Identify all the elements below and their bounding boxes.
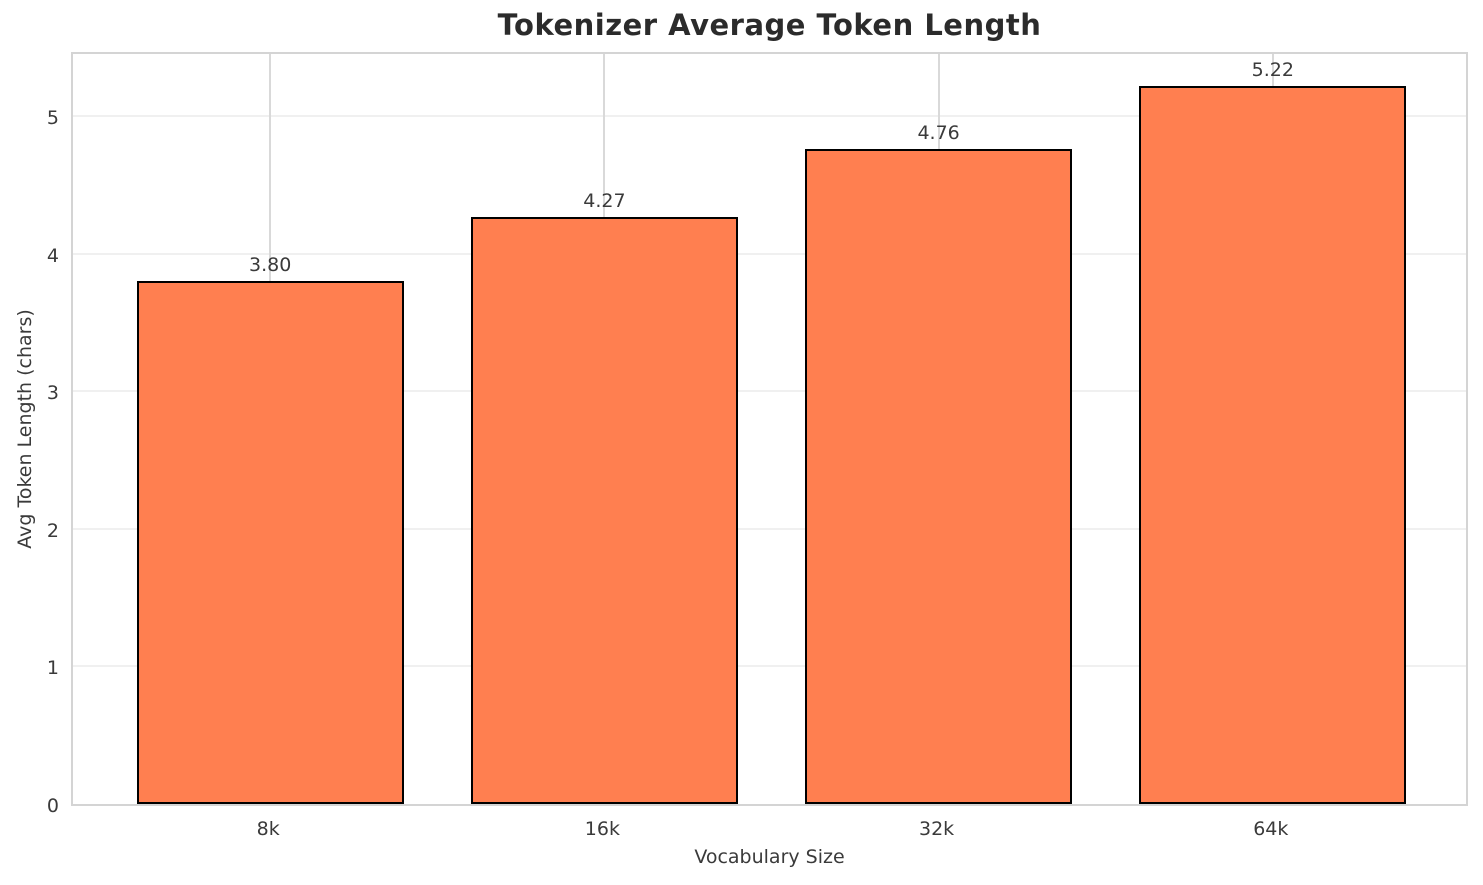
bar-value-label: 4.76 <box>917 122 960 145</box>
x-tick-label: 64k <box>1253 818 1289 840</box>
y-tick-label: 3 <box>46 382 59 405</box>
x-tick-label: 16k <box>584 818 620 840</box>
x-axis-label: Vocabulary Size <box>694 846 845 868</box>
h-gridline <box>73 390 1466 393</box>
bar-value-label: 3.80 <box>249 254 292 277</box>
y-axis-label: Avg Token Length (chars) <box>14 309 36 549</box>
bar-value-label: 4.27 <box>583 189 626 212</box>
h-gridline <box>73 252 1466 255</box>
plot-area: 3.80 4.27 4.76 5.22 <box>71 52 1468 806</box>
h-gridline <box>73 527 1466 530</box>
y-tick-label: 0 <box>46 795 59 817</box>
bar-value-label: 5.22 <box>1251 58 1294 81</box>
bar <box>804 149 1073 804</box>
h-gridline <box>73 115 1466 118</box>
y-tick-label: 4 <box>46 244 59 267</box>
bar <box>1139 85 1407 804</box>
h-gridline <box>73 665 1466 668</box>
y-tick-label: 5 <box>46 107 59 130</box>
bar <box>136 281 404 804</box>
chart-title: Tokenizer Average Token Length <box>497 8 1042 42</box>
x-tick-label: 32k <box>919 818 955 840</box>
bar <box>470 216 739 804</box>
x-tick-label: 8k <box>256 818 280 840</box>
y-tick-label: 2 <box>46 519 59 542</box>
y-tick-label: 1 <box>46 657 59 680</box>
